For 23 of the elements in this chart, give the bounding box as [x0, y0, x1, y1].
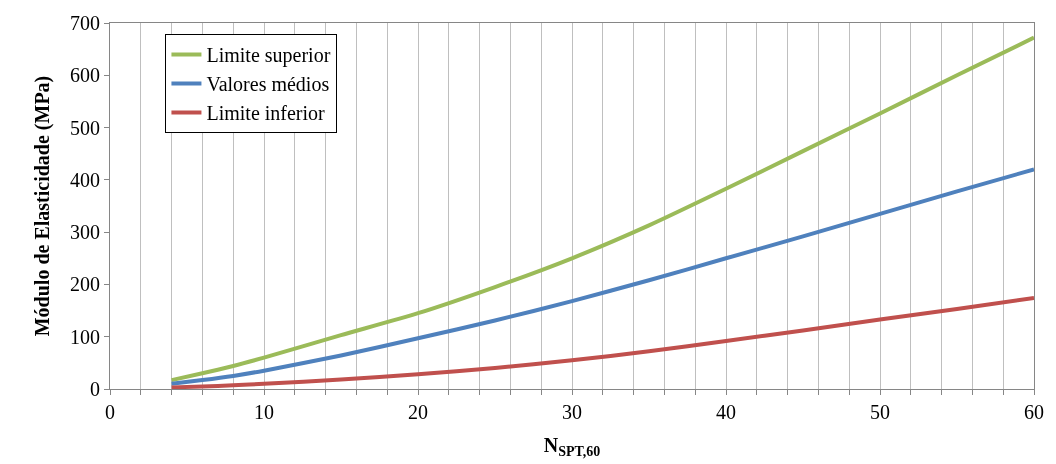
x-axis-title: N$_{SPT,60}$: [543, 433, 601, 459]
x-tick-label: 50: [870, 401, 890, 423]
y-axis-title: Módulo de Elasticidade (MPa): [30, 75, 54, 337]
y-tick-label: 600: [70, 64, 100, 87]
x-tick-label: 30: [562, 401, 582, 423]
x-tick-label: 0: [105, 401, 115, 423]
y-tick-label: 700: [70, 12, 100, 34]
line-series: [169, 296, 1034, 389]
legend-label: Valores médios: [206, 73, 330, 96]
y-tick-label: 300: [70, 221, 100, 244]
line-series: [169, 35, 1034, 383]
legend-label: Limite superior: [206, 44, 331, 68]
x-tick-label: 60: [1024, 401, 1044, 423]
y-tick-label: 400: [70, 168, 100, 191]
x-tick-label: 10: [254, 401, 274, 423]
y-tick-label: 500: [70, 116, 100, 139]
legend-label: Limite inferior: [206, 102, 326, 125]
x-tick-label: 40: [716, 401, 736, 423]
line-series: [169, 167, 1034, 386]
y-tick-label: 100: [70, 325, 100, 348]
x-tick-label: 20: [408, 401, 428, 423]
y-tick-label: 200: [70, 273, 100, 296]
y-tick-label: 0: [90, 378, 100, 400]
